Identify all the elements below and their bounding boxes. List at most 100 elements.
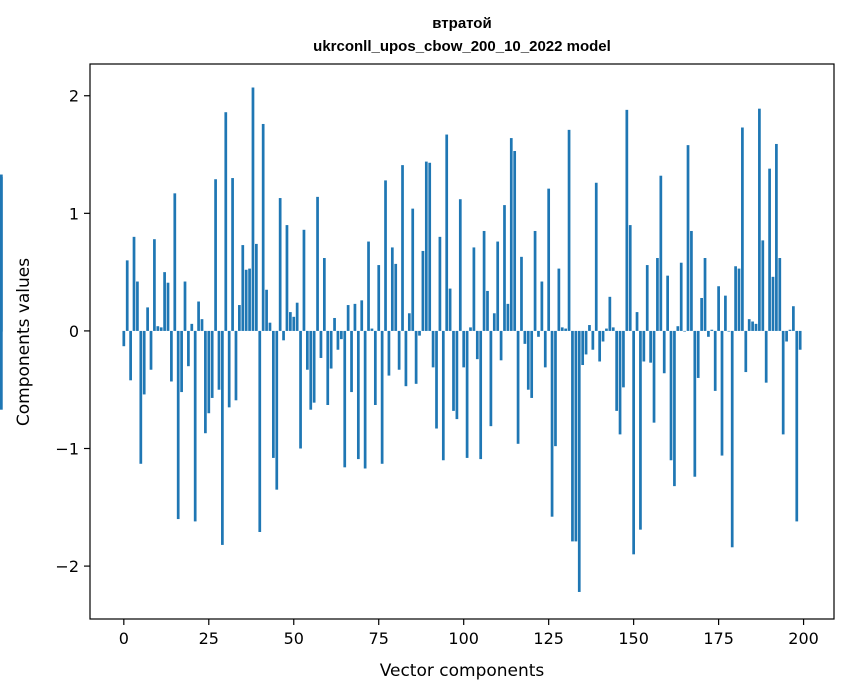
bar-118 [523,330,527,344]
bar-122 [537,330,540,337]
bar-138 [591,330,595,350]
bar-60 [326,330,330,405]
bar-104 [475,330,479,360]
bars-group [0,87,802,592]
bar-185 [751,321,754,331]
bar-85 [411,208,415,331]
bar-193 [778,258,782,331]
bar-92 [435,330,438,429]
bar-59 [322,258,326,331]
bar-25 [207,330,211,414]
bar-18 [183,281,187,331]
bar-89 [424,161,428,331]
bar-65 [343,330,347,468]
bar-44 [272,330,275,458]
bar-153 [642,330,646,362]
bar-62 [333,317,336,331]
bar-105 [479,330,483,460]
bar-124 [543,330,547,368]
x-tick-label: 175 [703,629,734,648]
bar-20 [190,323,194,331]
bar-93 [438,236,442,331]
bar-190 [768,168,771,331]
bar-40 [258,330,262,532]
bar-187 [758,108,761,331]
bar-109 [492,313,496,331]
bar-189 [764,330,768,383]
bar-29 [221,330,224,545]
bar-145 [615,330,619,411]
bar-149 [628,225,632,331]
bar-63 [336,330,340,350]
bar-182 [741,127,744,331]
bar-88 [421,250,425,331]
bar-77 [384,180,387,331]
bar-72 [367,241,370,331]
bar-151 [635,312,639,331]
bar-136 [584,330,588,355]
bar-172 [707,330,710,337]
bar-113 [506,303,510,331]
bar-64 [339,330,343,340]
bar-33 [234,330,238,401]
bar-73 [370,328,374,331]
bar-38 [251,87,255,331]
bar-127 [554,330,557,447]
y-axis-ticks: −2 −1 0 1 2 [55,87,90,576]
bar-4 [136,281,139,331]
bar-19 [187,330,190,367]
bar-31 [227,330,231,408]
bar-167 [690,230,693,331]
bar-56 [312,330,316,403]
bar-146 [618,330,622,435]
bar-2 [129,330,132,381]
bar-198 [795,330,799,522]
bar-184 [747,319,751,331]
bar-199 [798,330,802,350]
bar-1 [125,260,129,331]
bar-129 [560,327,564,331]
bar-103 [472,247,476,331]
bar-98 [455,330,459,420]
bar-39 [255,243,258,331]
bar-83 [404,330,408,387]
bar-50 [292,316,296,331]
bar-123 [540,281,544,331]
bar-139 [594,182,598,331]
bar-34 [238,305,241,331]
x-axis-ticks: 0 25 50 75 100 125 150 175 200 [119,619,819,648]
bar-80 [394,263,398,331]
bar-174 [713,330,717,391]
y-axis-label: Components values [14,258,34,426]
bar-115 [513,151,517,331]
bar-75 [377,265,381,331]
bar-135 [581,330,585,366]
y-tick-label: −1 [55,440,79,459]
bar-58 [319,330,323,358]
bar-142 [605,328,608,331]
bar-140 [598,330,602,362]
bar-101 [465,330,469,458]
bar-166 [686,145,690,331]
bar-170 [700,297,703,331]
bar-102 [469,327,472,331]
bar-54 [305,330,309,370]
y-tick-label: −2 [55,557,79,576]
bar-147 [622,330,625,388]
bar-186 [754,323,758,331]
bar-160 [666,275,669,331]
bar-132 [571,330,574,542]
bar-152 [639,330,642,530]
bar-70 [360,300,364,331]
bar-91 [431,330,435,368]
bar-87 [418,330,421,336]
bar-180 [734,266,737,331]
bar-79 [390,247,394,331]
bar-179 [730,330,734,548]
bar-154 [645,265,649,331]
bar-15 [173,193,177,331]
bar-196 [788,329,792,331]
bar-173 [710,329,714,331]
bar-21 [193,330,197,522]
